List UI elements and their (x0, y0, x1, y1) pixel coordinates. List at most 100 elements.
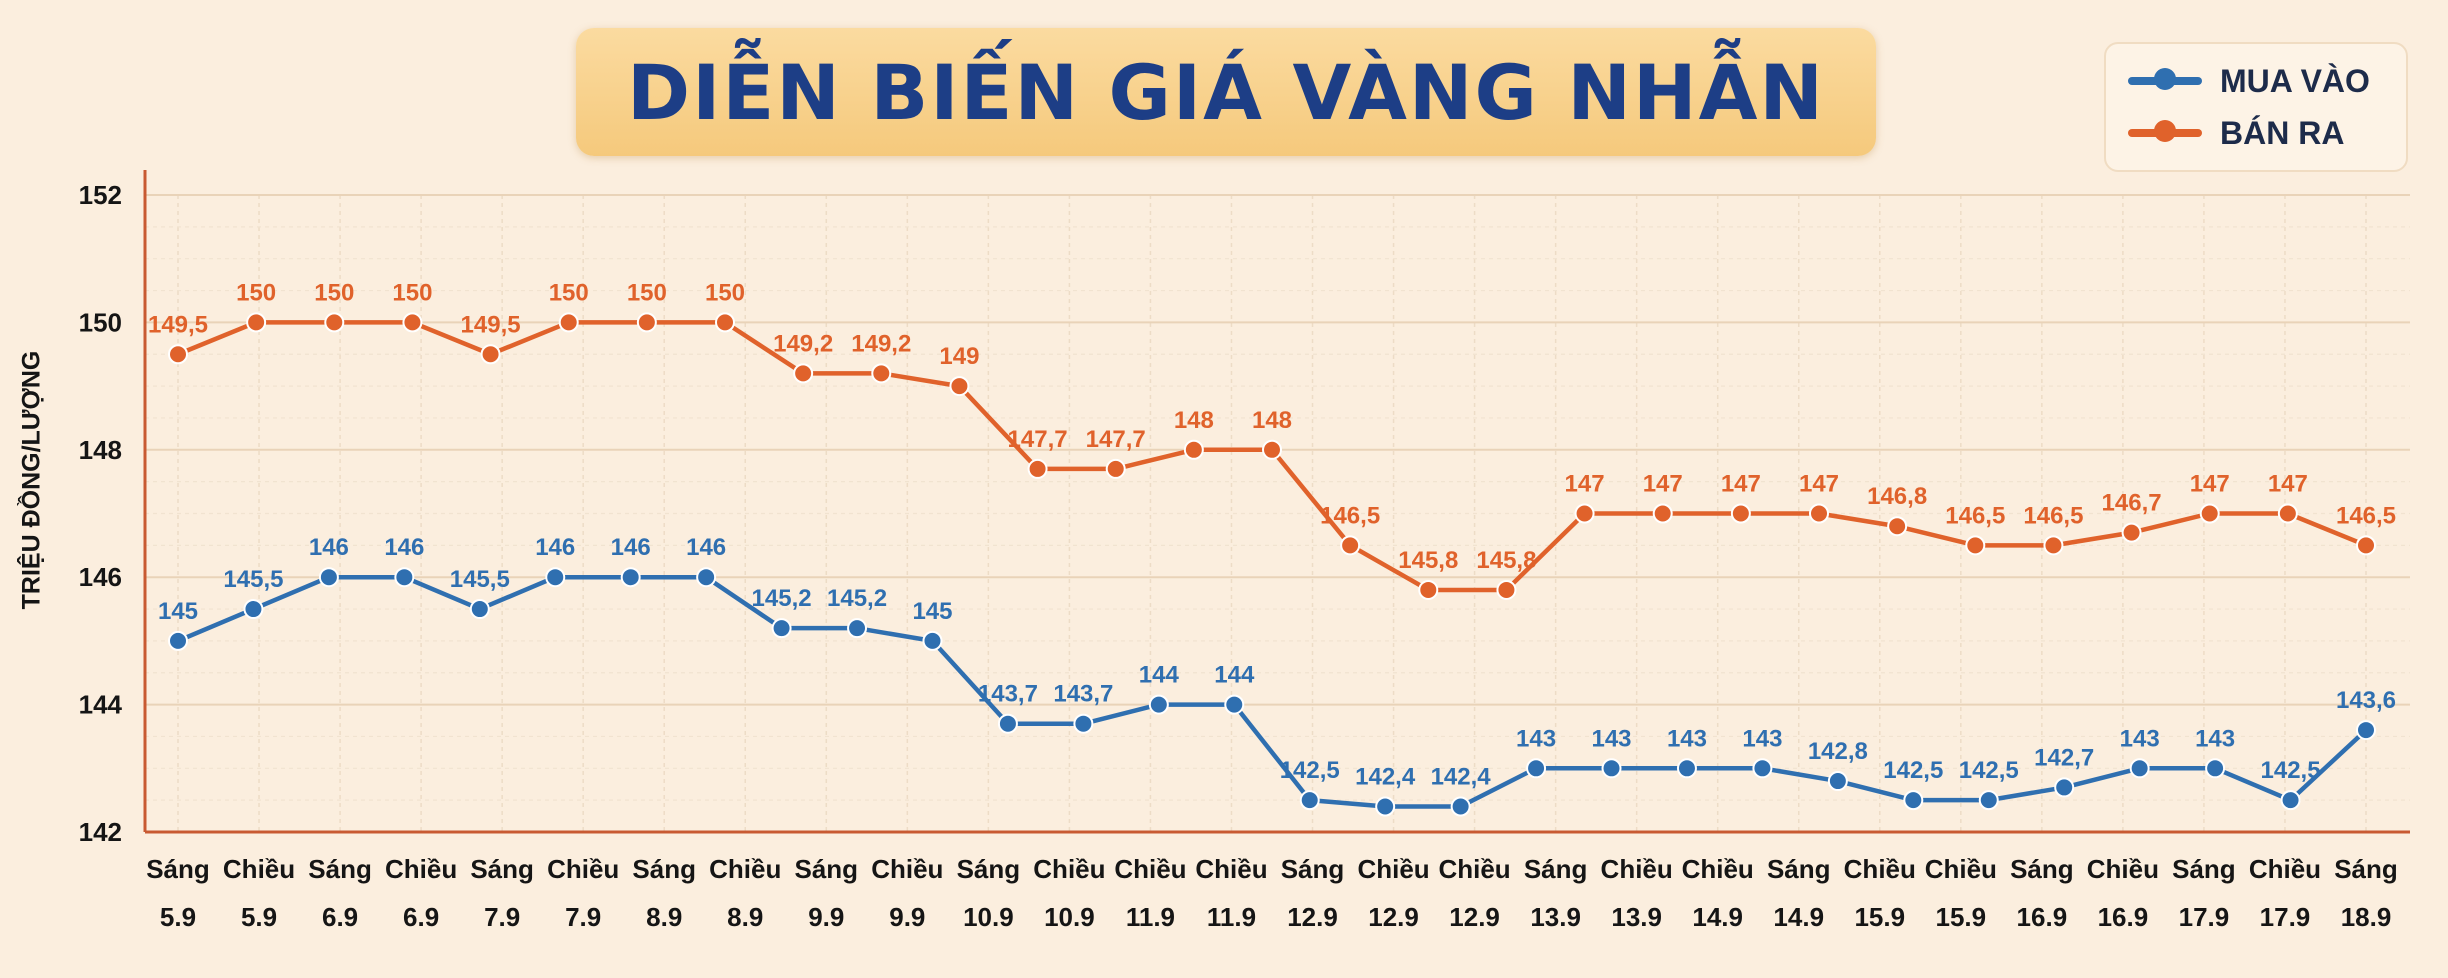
data-point-sell (1262, 439, 1282, 460)
data-point-buy (1224, 694, 1245, 715)
data-label-sell: 147 (1799, 471, 1839, 498)
data-point-sell (2043, 535, 2064, 556)
data-point-sell (2356, 535, 2376, 556)
x-tick-label-date: 14.9 (1773, 902, 1824, 932)
data-point-buy (1073, 713, 1094, 734)
data-label-buy: 144 (1214, 662, 1255, 689)
data-label-buy: 145,2 (827, 585, 887, 612)
data-label-buy: 145 (158, 598, 198, 625)
data-point-buy (243, 599, 264, 620)
data-point-sell (636, 312, 657, 333)
x-tick-label-session: Chiều (1925, 854, 1997, 884)
data-label-buy: 143 (1742, 725, 1782, 752)
x-tick-label-session: Chiều (1438, 854, 1510, 884)
x-tick-label-date: 15.9 (1854, 902, 1905, 932)
data-point-buy (1148, 694, 1169, 715)
x-tick-label-session: Sáng (2010, 854, 2074, 884)
x-tick-label-session: Sáng (146, 854, 210, 884)
x-tick-label-session: Sáng (1281, 854, 1345, 884)
x-tick-label-date: 8.9 (646, 902, 682, 932)
data-label-buy: 143,7 (978, 681, 1038, 708)
data-point-sell (246, 312, 267, 333)
data-label-sell: 148 (1252, 407, 1292, 434)
data-point-sell (168, 344, 188, 365)
data-label-sell: 146,5 (1320, 502, 1380, 529)
data-label-buy: 145,5 (223, 566, 283, 593)
data-label-sell: 146,5 (2023, 502, 2083, 529)
data-point-sell (480, 344, 501, 365)
data-label-buy: 146 (309, 534, 349, 561)
y-tick-label: 144 (79, 690, 123, 720)
data-point-sell (558, 312, 579, 333)
data-point-buy (696, 567, 717, 588)
data-point-buy (922, 630, 943, 651)
data-label-buy: 143 (2120, 725, 2160, 752)
x-tick-label-session: Chiều (547, 854, 619, 884)
x-tick-label-date: 9.9 (808, 902, 844, 932)
data-point-sell (1105, 458, 1126, 479)
data-label-buy: 143,6 (2336, 687, 2396, 714)
data-label-sell: 150 (314, 279, 354, 306)
data-point-buy (771, 618, 792, 639)
data-point-sell (949, 376, 970, 397)
data-point-sell (1340, 535, 1361, 556)
chart-title: DIỄN BIẾN GIÁ VÀNG NHẪN (626, 47, 1826, 137)
y-tick-label: 142 (79, 817, 122, 847)
x-tick-label-date: 17.9 (2179, 902, 2230, 932)
data-point-sell (2277, 503, 2298, 524)
data-point-buy (1375, 796, 1396, 817)
data-label-buy: 142,5 (2261, 757, 2321, 784)
x-tick-label-session: Chiều (1033, 854, 1105, 884)
data-label-buy: 145 (912, 598, 952, 625)
x-tick-label-date: 6.9 (403, 902, 439, 932)
x-tick-label-session: Chiều (223, 854, 295, 884)
data-label-sell: 145,8 (1476, 547, 1536, 574)
data-point-buy (1676, 758, 1697, 779)
x-tick-label-session: Sáng (1767, 854, 1831, 884)
data-point-sell (2199, 503, 2220, 524)
legend: MUA VÀO BÁN RA (2104, 42, 2408, 172)
data-label-buy: 143 (1667, 725, 1707, 752)
data-label-sell: 149,5 (461, 311, 521, 338)
data-point-buy (1450, 796, 1471, 817)
data-label-buy: 145,5 (450, 566, 510, 593)
data-point-buy (2280, 790, 2301, 811)
data-point-sell (1027, 458, 1048, 479)
data-point-sell (715, 312, 735, 333)
data-label-buy: 143 (2195, 725, 2235, 752)
data-point-buy (1601, 758, 1622, 779)
data-point-sell (2121, 522, 2142, 543)
data-label-sell: 150 (627, 279, 667, 306)
data-point-buy (620, 567, 641, 588)
y-tick-label: 146 (79, 562, 122, 592)
title-banner: DIỄN BIẾN GIÁ VÀNG NHẪN (576, 28, 1876, 156)
data-label-sell: 149,5 (148, 311, 208, 338)
data-label-buy: 142,4 (1355, 764, 1416, 791)
data-point-buy (1526, 758, 1547, 779)
data-label-buy: 142,4 (1431, 764, 1492, 791)
x-tick-label-session: Chiều (1844, 854, 1916, 884)
data-point-buy (1903, 790, 1924, 811)
x-tick-label-session: Chiều (1114, 854, 1186, 884)
x-tick-label-date: 12.9 (1449, 902, 1500, 932)
x-tick-label-date: 14.9 (1692, 902, 1743, 932)
x-tick-label-session: Chiều (2087, 854, 2159, 884)
data-point-sell (1887, 516, 1908, 537)
data-label-sell: 147 (2190, 471, 2230, 498)
legend-buy-label: MUA VÀO (2220, 62, 2370, 99)
data-point-sell (324, 312, 345, 333)
data-point-buy (1827, 771, 1848, 792)
data-point-sell (1418, 579, 1439, 600)
x-tick-label-session: Sáng (470, 854, 534, 884)
x-tick-label-session: Sáng (2172, 854, 2236, 884)
legend-buy-marker (2128, 68, 2202, 90)
x-tick-label-date: 15.9 (1936, 902, 1987, 932)
x-tick-label-date: 12.9 (1368, 902, 1419, 932)
data-label-sell: 146,8 (1867, 483, 1927, 510)
data-label-buy: 143 (1591, 725, 1631, 752)
x-tick-label-session: Chiều (871, 854, 943, 884)
legend-sell-label: BÁN RA (2220, 114, 2345, 151)
x-tick-label-date: 6.9 (322, 902, 358, 932)
x-tick-label-date: 13.9 (1530, 902, 1581, 932)
data-label-buy: 146 (384, 534, 424, 561)
